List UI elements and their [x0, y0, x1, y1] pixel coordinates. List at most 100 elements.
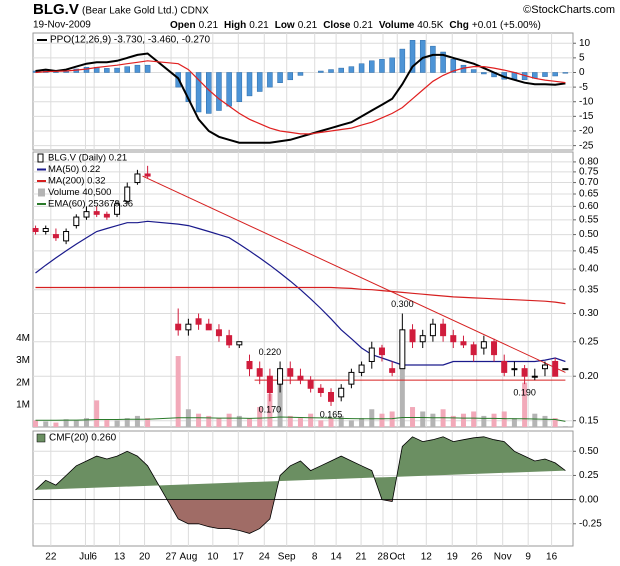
histogram-bar [206, 72, 212, 114]
y-tick-label: -15 [579, 111, 594, 122]
candle-body [175, 323, 182, 331]
histogram-bar [358, 63, 365, 73]
x-tick-label: 8 [312, 552, 318, 563]
volume-bar [450, 415, 456, 427]
candle-body [480, 341, 487, 349]
x-tick-label: Nov [494, 552, 512, 563]
candle-body [470, 344, 477, 356]
y-tick-label: 0.25 [579, 336, 599, 347]
volume-tick-label: 1M [16, 399, 30, 410]
legend-swatch [36, 433, 46, 443]
candle-body [511, 368, 518, 371]
histogram-bar [246, 72, 253, 97]
y-tick-label: 0.45 [579, 246, 599, 257]
histogram-bar [256, 72, 263, 92]
volume-bar [399, 362, 405, 427]
candle-body [399, 329, 406, 370]
x-tick-label: 10 [207, 552, 219, 563]
x-tick-label: 26 [471, 552, 483, 563]
histogram-bar [236, 72, 243, 102]
y-tick-label: -10 [579, 96, 594, 107]
y-tick-label: 5 [579, 53, 585, 64]
histogram-bar [348, 66, 355, 73]
candle-body [552, 360, 559, 377]
legend: CMF(20) 0.260 [49, 433, 117, 444]
quote-line: Open 0.21 High 0.21 Low 0.21 Close 0.21 Volume 40… [170, 20, 541, 31]
x-tick-label: 24 [259, 552, 271, 563]
candle-body [42, 228, 49, 233]
candle-body [531, 375, 538, 378]
candle-body [124, 186, 131, 202]
candle-body [114, 203, 121, 215]
candle-body [409, 329, 416, 343]
histogram-bar [450, 59, 457, 73]
candle-body [297, 375, 304, 381]
candle-body [378, 347, 385, 356]
moving-average [35, 286, 566, 305]
candle-body [429, 323, 436, 337]
candle-body [134, 173, 141, 184]
y-tick-label: 0.25 [579, 470, 599, 481]
histogram-bar [399, 48, 406, 73]
histogram-bar [338, 67, 344, 73]
histogram-bar [114, 67, 120, 73]
volume-bar [94, 400, 100, 427]
volume-bar [389, 411, 395, 427]
histogram-bar [226, 72, 232, 107]
candle-body [205, 323, 212, 331]
volume-bar [522, 382, 528, 427]
candle-body [256, 368, 263, 377]
histogram-bar [195, 72, 202, 113]
histogram-bar [369, 60, 375, 73]
company-name: (Bear Lake Gold Ltd.) CDNX [82, 6, 209, 17]
histogram-bar [552, 72, 558, 77]
candle-body [246, 360, 253, 370]
y-tick-label: -0.25 [579, 518, 602, 529]
y-tick-label: 0.50 [579, 229, 599, 240]
annotation: 0.300 [391, 299, 414, 309]
volume-bar [104, 419, 110, 427]
legend-ma: MA(200) 0.32 [48, 176, 106, 187]
date: 19-Nov-2009 [33, 20, 91, 31]
histogram-bar [318, 70, 324, 73]
legend-ma: MA(50) 0.22 [48, 164, 100, 175]
histogram-bar [379, 59, 385, 73]
volume-bar [63, 419, 69, 427]
volume-bar [552, 418, 558, 427]
histogram-bar [124, 66, 130, 73]
x-tick-label: 19 [447, 552, 459, 563]
y-tick-label: -20 [579, 126, 594, 137]
volume-bar [145, 418, 151, 427]
volume-bar [471, 411, 477, 427]
volume-bar [247, 418, 253, 427]
x-tick-label: 17 [233, 552, 245, 563]
candle-body [287, 368, 294, 377]
histogram-bar [389, 57, 395, 73]
trendline [142, 175, 566, 373]
candle-body [521, 368, 528, 377]
histogram-bar [328, 69, 334, 73]
candle-body [328, 392, 335, 402]
moving-average [35, 220, 566, 366]
volume-tick-label: 3M [16, 355, 30, 366]
candle-body [144, 173, 151, 177]
candle-body [32, 228, 39, 233]
volume-bar [216, 418, 222, 427]
quote-label: Chg [449, 20, 468, 31]
y-tick-label: 0.35 [579, 284, 599, 295]
y-tick-label: 0.80 [579, 157, 599, 168]
histogram-bar [409, 40, 416, 73]
candle-body [450, 335, 457, 343]
histogram-bar [430, 45, 436, 73]
quote-label: Low [275, 20, 295, 31]
legend-volume: Volume 40,500 [48, 187, 111, 198]
volume-bar [308, 413, 314, 427]
volume-bar [491, 413, 497, 427]
volume-ema [35, 416, 566, 422]
annotation: 0.165 [320, 409, 343, 419]
volume-bar [124, 418, 130, 427]
candle-body [368, 347, 375, 362]
candle-body [185, 323, 192, 331]
volume-bar [257, 407, 263, 427]
